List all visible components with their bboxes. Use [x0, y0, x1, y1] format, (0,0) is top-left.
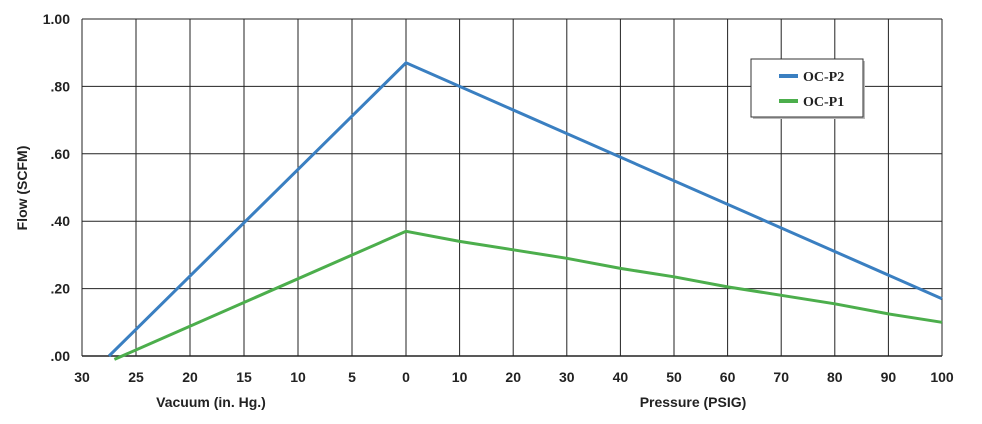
x-tick-label: 15: [236, 369, 252, 385]
legend-box: [750, 58, 864, 118]
x-tick-label: 90: [881, 369, 897, 385]
x-tick-label: 70: [773, 369, 789, 385]
x-tick-label: 20: [505, 369, 521, 385]
x-tick-labels: 30 25 20 15 10 5 0 10 20 30 40 50 60 70 80 90 100: [74, 369, 954, 385]
y-tick-label: .00: [51, 348, 71, 364]
chart-series-group: [107, 61, 943, 361]
x-tick-label: 20: [182, 369, 198, 385]
x-tick-label: 50: [666, 369, 682, 385]
x-tick-label: 100: [930, 369, 954, 385]
series-line-oc-p1: [113, 229, 943, 361]
x-tick-label: 10: [452, 369, 468, 385]
legend-label-oc-p1: OC-P1: [803, 95, 844, 110]
x-tick-label: 0: [402, 369, 410, 385]
y-tick-label: .80: [51, 78, 71, 94]
x-tick-label: 5: [348, 369, 356, 385]
x-axis-title-vacuum: Vacuum (in. Hg.): [156, 394, 266, 410]
y-tick-label: .20: [51, 281, 71, 297]
y-tick-labels: .00 .20 .40 .60 .80 1.00: [43, 11, 70, 364]
y-tick-label: 1.00: [43, 11, 70, 27]
y-tick-label: .40: [51, 213, 71, 229]
x-tick-label: 40: [613, 369, 629, 385]
x-axis-title-pressure: Pressure (PSIG): [640, 394, 747, 410]
y-tick-label: .60: [51, 146, 71, 162]
chart-grid: [81, 18, 943, 357]
series-line-oc-p2: [107, 61, 943, 358]
x-tick-label: 25: [128, 369, 144, 385]
x-tick-label: 30: [74, 369, 90, 385]
x-tick-label: 30: [559, 369, 575, 385]
x-tick-label: 80: [827, 369, 843, 385]
legend-label-oc-p2: OC-P2: [803, 70, 844, 85]
y-axis-title: Flow (SCFM): [14, 146, 30, 231]
x-tick-label: 10: [290, 369, 306, 385]
x-tick-label: 60: [720, 369, 736, 385]
chart-legend: OC-P2 OC-P1: [750, 58, 865, 119]
